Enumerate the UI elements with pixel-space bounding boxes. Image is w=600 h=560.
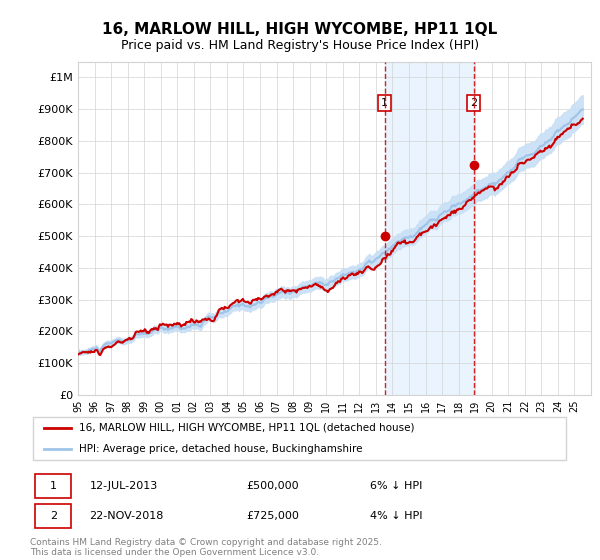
Text: £500,000: £500,000 — [246, 481, 299, 491]
Text: 16, MARLOW HILL, HIGH WYCOMBE, HP11 1QL (detached house): 16, MARLOW HILL, HIGH WYCOMBE, HP11 1QL … — [79, 423, 414, 433]
FancyBboxPatch shape — [35, 474, 71, 498]
Text: 1: 1 — [381, 98, 388, 108]
Bar — [385, 62, 473, 395]
Text: 2: 2 — [50, 511, 57, 521]
Text: Price paid vs. HM Land Registry's House Price Index (HPI): Price paid vs. HM Land Registry's House … — [121, 39, 479, 52]
Text: Contains HM Land Registry data © Crown copyright and database right 2025.
This d: Contains HM Land Registry data © Crown c… — [30, 538, 382, 557]
Text: 12-JUL-2013: 12-JUL-2013 — [89, 481, 158, 491]
Text: 16, MARLOW HILL, HIGH WYCOMBE, HP11 1QL: 16, MARLOW HILL, HIGH WYCOMBE, HP11 1QL — [103, 22, 497, 38]
FancyBboxPatch shape — [35, 504, 71, 528]
Text: £725,000: £725,000 — [246, 511, 299, 521]
Text: 4% ↓ HPI: 4% ↓ HPI — [370, 511, 422, 521]
Text: 6% ↓ HPI: 6% ↓ HPI — [370, 481, 422, 491]
Text: 22-NOV-2018: 22-NOV-2018 — [89, 511, 164, 521]
Text: 1: 1 — [50, 481, 57, 491]
Text: 2: 2 — [470, 98, 477, 108]
Text: HPI: Average price, detached house, Buckinghamshire: HPI: Average price, detached house, Buck… — [79, 444, 362, 454]
FancyBboxPatch shape — [33, 417, 566, 460]
